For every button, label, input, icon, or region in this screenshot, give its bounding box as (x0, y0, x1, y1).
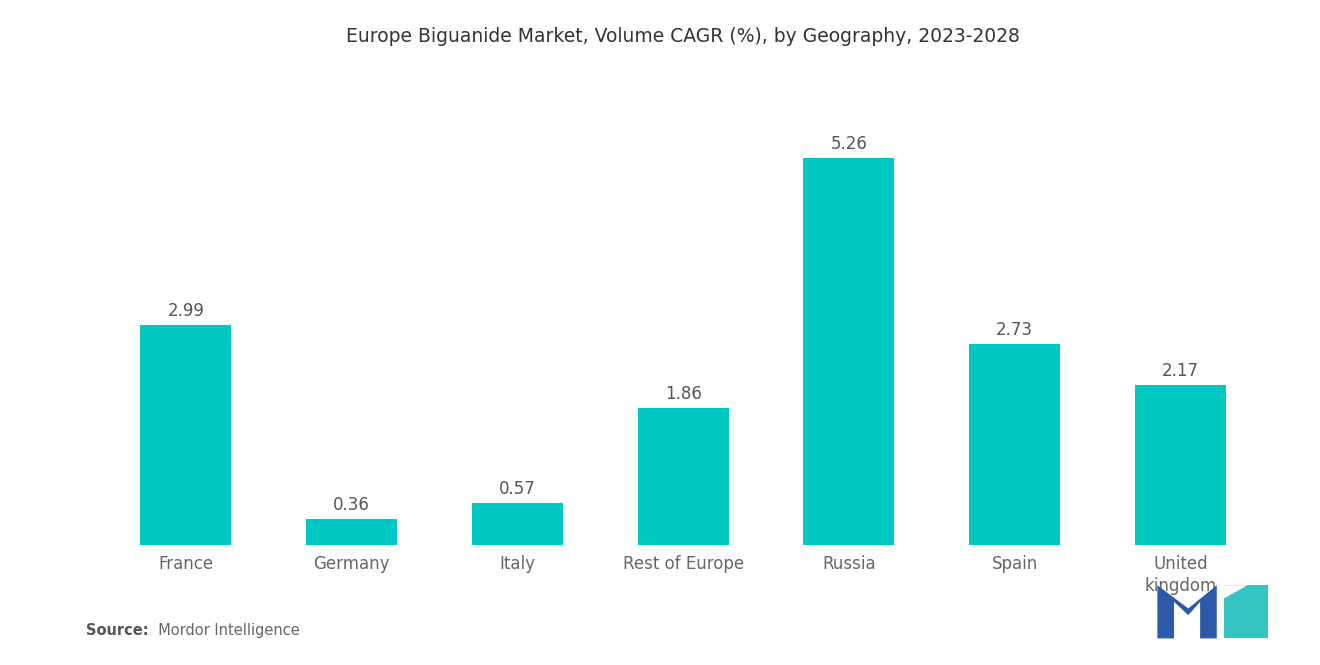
Bar (471, 503, 562, 545)
Text: 2.73: 2.73 (997, 321, 1034, 339)
Bar (969, 344, 1060, 545)
Text: 5.26: 5.26 (830, 135, 867, 153)
Text: Source:: Source: (86, 623, 148, 638)
Text: 0.57: 0.57 (499, 480, 536, 498)
Title: Europe Biguanide Market, Volume CAGR (%), by Geography, 2023-2028: Europe Biguanide Market, Volume CAGR (%)… (346, 27, 1020, 45)
Text: 0.36: 0.36 (333, 495, 370, 513)
Bar (306, 519, 397, 545)
Bar (804, 158, 895, 545)
Bar (1135, 386, 1226, 545)
Text: 2.17: 2.17 (1162, 362, 1199, 380)
Bar (140, 325, 231, 545)
Text: 2.99: 2.99 (168, 302, 205, 320)
Text: Mordor Intelligence: Mordor Intelligence (149, 623, 300, 638)
Bar (638, 408, 729, 545)
Text: 1.86: 1.86 (665, 385, 701, 403)
